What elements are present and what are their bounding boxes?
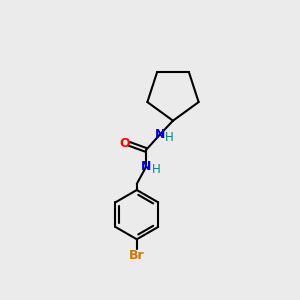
Text: N: N [155,128,165,141]
Text: O: O [119,137,130,150]
Text: H: H [165,131,173,144]
Text: Br: Br [129,249,145,262]
Text: H: H [152,164,161,176]
Text: N: N [141,160,151,173]
